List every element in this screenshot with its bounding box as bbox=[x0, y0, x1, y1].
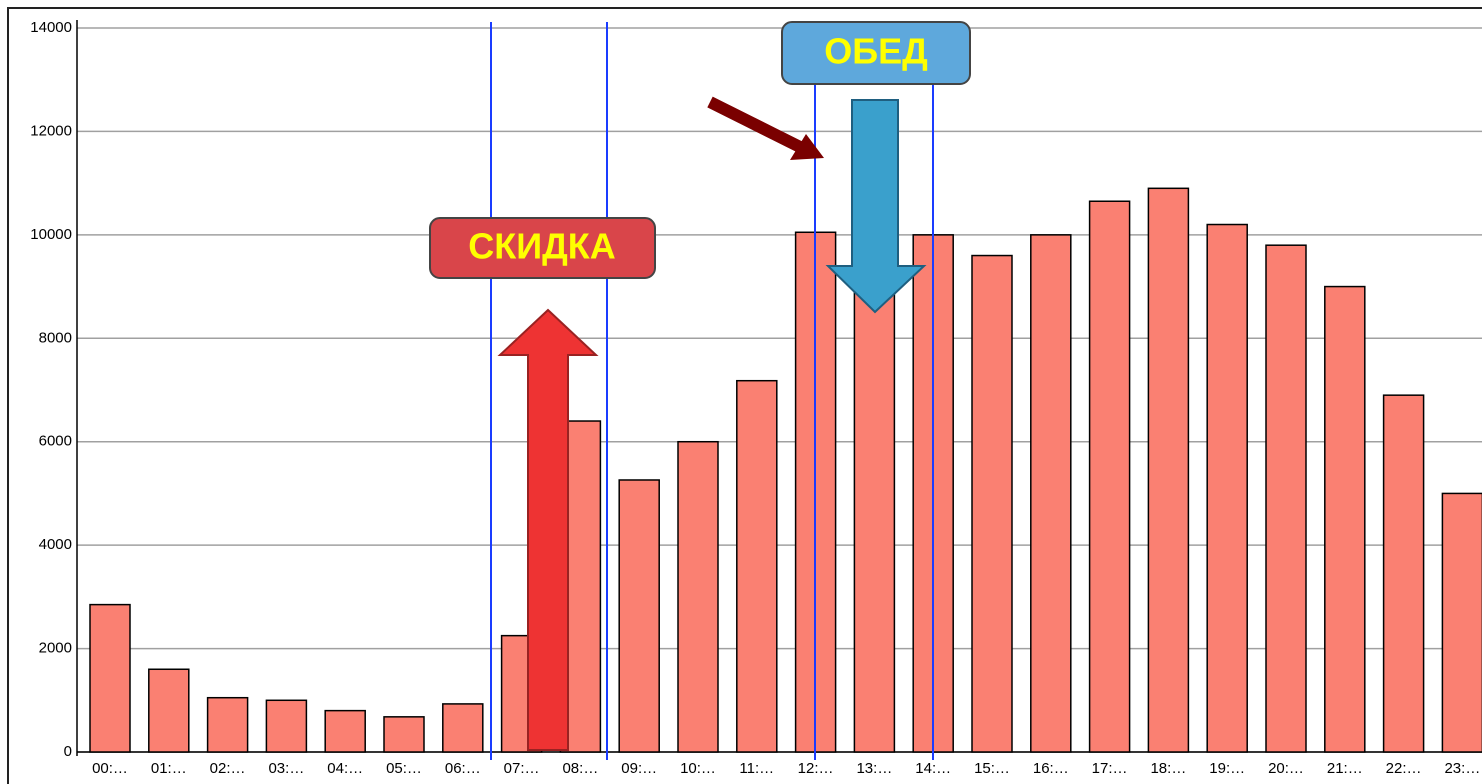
down-arrow bbox=[825, 99, 927, 314]
y-tick-label: 10000 bbox=[30, 226, 72, 243]
x-tick-label: 21:… bbox=[1327, 760, 1363, 777]
x-tick-label: 01:… bbox=[151, 760, 187, 777]
bar bbox=[1030, 234, 1072, 753]
bar bbox=[971, 254, 1013, 753]
x-tick-label: 05:… bbox=[386, 760, 422, 777]
bar bbox=[89, 603, 131, 753]
bar bbox=[324, 709, 366, 753]
x-tick-label: 02:… bbox=[210, 760, 246, 777]
bar bbox=[1206, 223, 1248, 753]
x-tick-label: 13:… bbox=[856, 760, 892, 777]
overlay: СКИДКА ОБЕД bbox=[429, 21, 971, 760]
x-tick-label: 10:… bbox=[680, 760, 716, 777]
label-box bbox=[781, 21, 971, 85]
bar bbox=[677, 440, 719, 753]
annotation: ОБЕД bbox=[824, 31, 928, 72]
x-tick-label: 12:… bbox=[798, 760, 834, 777]
x-tick-label: 18:… bbox=[1150, 760, 1186, 777]
bar bbox=[1382, 394, 1425, 753]
x-tick-label: 04:… bbox=[327, 760, 363, 777]
pointer-arrow-head bbox=[790, 134, 824, 160]
x-tick-label: 00:… bbox=[92, 760, 128, 777]
bar bbox=[1088, 200, 1131, 753]
bar bbox=[1324, 285, 1366, 753]
x-tick-label: 16:… bbox=[1033, 760, 1069, 777]
y-tick-label: 12000 bbox=[30, 122, 72, 139]
plot: 0 2000 4000 6000 8000 10000 12000 14000 00:… 01:…… bbox=[30, 19, 1482, 777]
bar bbox=[383, 716, 425, 753]
x-tick-label: 08:… bbox=[562, 760, 598, 777]
bar bbox=[1147, 187, 1190, 753]
x-tick-label: 07:… bbox=[504, 760, 540, 777]
bar bbox=[206, 696, 249, 753]
y-tick-label: 6000 bbox=[39, 433, 72, 450]
pointer-arrow bbox=[707, 96, 803, 153]
x-tick-label: 03:… bbox=[268, 760, 304, 777]
annotation: СКИДКА bbox=[468, 226, 615, 267]
y-tick-label: 0 bbox=[64, 743, 72, 760]
x-tick-label: 11:… bbox=[739, 760, 774, 777]
y-tick-label: 4000 bbox=[39, 536, 72, 553]
bar bbox=[265, 699, 308, 753]
frame bbox=[7, 7, 1482, 784]
x-tick-label: 17:… bbox=[1092, 760, 1128, 777]
y-tick-label: 2000 bbox=[39, 640, 72, 657]
y-tick-label: 14000 bbox=[30, 19, 72, 36]
bar bbox=[148, 668, 190, 753]
x-tick-label: 23:… bbox=[1444, 760, 1480, 777]
x-tick-label: 20:… bbox=[1268, 760, 1304, 777]
x-tick-label: 15:… bbox=[974, 760, 1010, 777]
x-tick-label: 14:… bbox=[915, 760, 951, 777]
label-box bbox=[429, 217, 656, 279]
bar bbox=[736, 379, 778, 753]
x-tick-label: 06:… bbox=[445, 760, 481, 777]
x-tick-label: 09:… bbox=[621, 760, 657, 777]
x-tick-label: 22:… bbox=[1386, 760, 1422, 777]
bar bbox=[853, 259, 896, 753]
bar bbox=[1265, 244, 1307, 753]
x-tick-label: 19:… bbox=[1209, 760, 1245, 777]
bar bbox=[1441, 492, 1482, 753]
bar bbox=[618, 479, 660, 753]
y-tick-label: 8000 bbox=[39, 329, 72, 346]
up-arrow bbox=[497, 308, 599, 751]
bar bbox=[442, 703, 484, 753]
